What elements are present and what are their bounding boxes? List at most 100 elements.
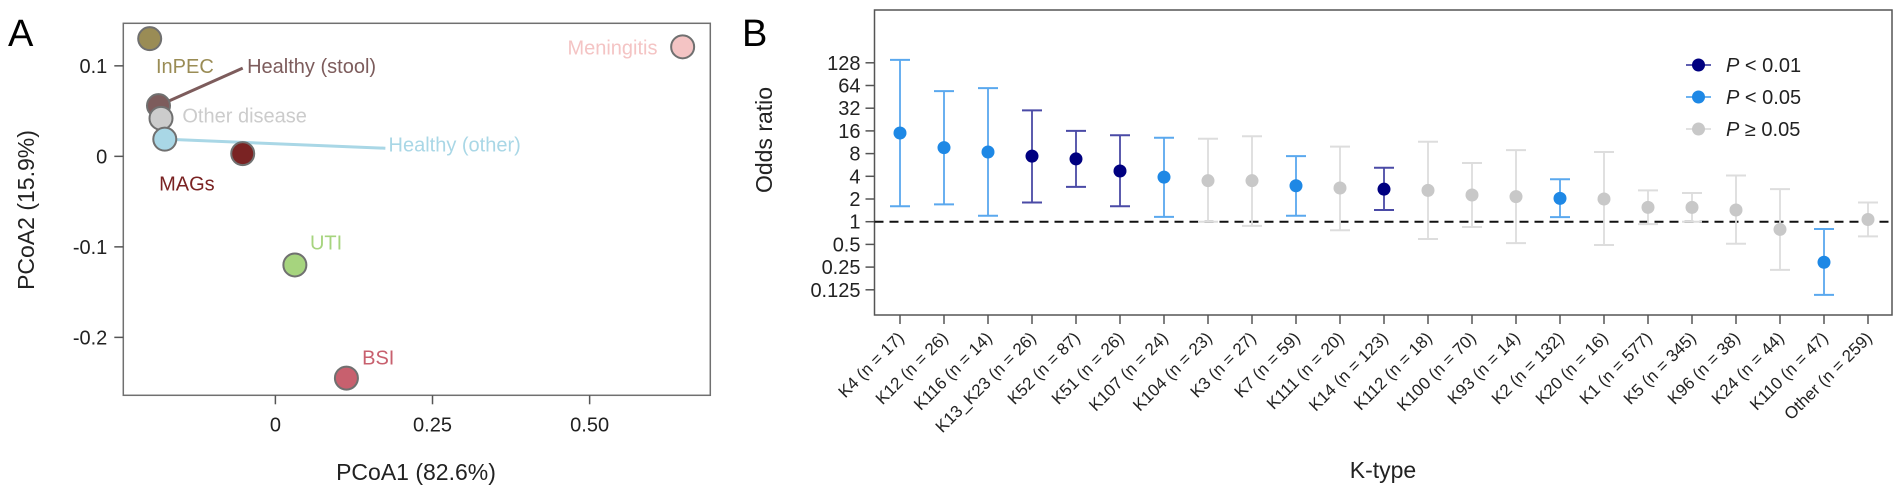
- y-tick-label: 32: [838, 98, 860, 120]
- odds-ratio-point: [1509, 190, 1523, 204]
- odds-ratio-point: [1773, 222, 1787, 236]
- errorbar-5: [1110, 134, 1130, 208]
- odds-plot-frame: [873, 9, 1893, 316]
- errorbar-8: [1242, 135, 1262, 227]
- point-healthy-other: [152, 126, 178, 152]
- errorbar-20: [1770, 188, 1790, 271]
- errorbar-16: [1594, 151, 1614, 247]
- point-uti: [282, 252, 308, 278]
- odds-ratio-point: [1289, 179, 1303, 193]
- errorbar-1: [934, 90, 954, 206]
- errorbar-12: [1418, 140, 1438, 240]
- odds-ratio-point: [1465, 188, 1479, 202]
- odds-x-axis-title: K-type: [1350, 457, 1416, 483]
- point-label: MAGs: [159, 174, 215, 196]
- odds-ratio-point: [1157, 170, 1171, 184]
- point-other-disease: [148, 105, 174, 131]
- odds-ratio-point: [1817, 255, 1831, 269]
- errorbar-18: [1682, 192, 1702, 223]
- errorbar-21: [1814, 228, 1834, 296]
- y-tick-label: 0.1: [79, 56, 107, 78]
- y-tick-label: 4: [849, 166, 860, 188]
- odds-ratio-point: [937, 141, 951, 155]
- odds-ratio-point: [981, 145, 995, 159]
- legend-item-p05: P < 0.05: [1686, 87, 1801, 109]
- errorbar-6: [1154, 136, 1174, 218]
- odds-ratio-point: [1333, 181, 1347, 195]
- point-bsi: [333, 365, 359, 391]
- odds-ratio-point: [1377, 182, 1391, 196]
- errorbar-9: [1286, 155, 1306, 217]
- y-tick-label: 128: [827, 53, 860, 75]
- point-mags: [230, 141, 256, 167]
- legend: P < 0.01 P < 0.05 P ≥ 0.05: [1686, 55, 1801, 141]
- odds-ratio-point: [1201, 174, 1215, 188]
- point-label: UTI: [310, 232, 342, 254]
- errorbar-17: [1638, 189, 1658, 226]
- odds-ratio-plot: Odds ratio K-type 12864321684210.50.250.…: [751, 9, 1893, 483]
- x-tick-label: 0.25: [413, 414, 452, 436]
- legend-label: P < 0.01: [1726, 55, 1801, 77]
- errorbar-2: [978, 87, 998, 217]
- odds-ratio-point: [1597, 192, 1611, 206]
- point-label: Healthy (stool): [247, 56, 376, 78]
- errorbar-11: [1374, 166, 1394, 211]
- y-tick-label: 8: [849, 144, 860, 166]
- point-label: InPEC: [156, 56, 214, 78]
- odds-ratio-point: [1421, 183, 1435, 197]
- odds-ratio-point: [1641, 200, 1655, 214]
- odds-ratio-point: [1861, 212, 1875, 226]
- legend-marker: [1692, 58, 1705, 72]
- point-label: BSI: [362, 347, 394, 369]
- errorbar-14: [1506, 149, 1526, 245]
- y-tick-label: 16: [838, 121, 860, 143]
- y-tick-label: 0.125: [810, 280, 860, 302]
- odds-ratio-point: [893, 126, 907, 140]
- legend-item-p01: P < 0.01: [1686, 55, 1801, 77]
- x-tick-label: 0: [270, 414, 281, 436]
- panel-label-a: A: [8, 13, 34, 55]
- legend-item-ns: P ≥ 0.05: [1686, 119, 1800, 141]
- x-tick-label: 0.50: [570, 414, 609, 436]
- point-label: Other disease: [182, 106, 307, 128]
- odds-ratio-point: [1553, 191, 1567, 205]
- odds-ratio-point: [1069, 152, 1083, 166]
- errorbar-22: [1858, 201, 1878, 238]
- odds-ratio-point: [1113, 164, 1127, 178]
- odds-ratio-point: [1025, 149, 1039, 163]
- odds-ratio-point: [1685, 200, 1699, 214]
- healthy-other-leader-line: [164, 137, 386, 150]
- errorbar-4: [1066, 129, 1086, 188]
- pcoa-y-axis-title: PCoA2 (15.9%): [13, 130, 39, 290]
- pcoa-plot-frame: [122, 22, 712, 397]
- errorbar-3: [1022, 109, 1042, 204]
- panel-label-b: B: [742, 13, 767, 55]
- point-label: Healthy (other): [389, 135, 521, 157]
- errorbar-0: [890, 58, 910, 208]
- healthy-stool-leader-line: [157, 66, 244, 108]
- y-tick-label: 2: [849, 189, 860, 211]
- y-tick-label: 0: [96, 146, 107, 168]
- errorbar-15: [1550, 178, 1570, 219]
- errorbar-7: [1198, 137, 1218, 223]
- y-tick-label: -0.2: [73, 327, 107, 349]
- odds-ratio-point: [1729, 203, 1743, 217]
- pcoa-x-axis-title: PCoA1 (82.6%): [336, 459, 496, 485]
- y-tick-label: 1: [849, 212, 860, 234]
- errorbar-10: [1330, 145, 1350, 232]
- y-tick-label: 64: [838, 76, 860, 98]
- errorbar-13: [1462, 162, 1482, 229]
- point-meningitis: [670, 34, 696, 60]
- odds-y-axis-title: Odds ratio: [751, 87, 777, 193]
- legend-marker: [1692, 122, 1705, 136]
- legend-label: P < 0.05: [1726, 87, 1801, 109]
- y-tick-label: 0.25: [822, 257, 861, 279]
- y-tick-label: -0.1: [73, 237, 107, 259]
- point-label: Meningitis: [567, 38, 657, 60]
- odds-ratio-point: [1245, 174, 1259, 188]
- y-tick-label: 0.5: [833, 234, 861, 256]
- legend-marker: [1692, 90, 1705, 104]
- legend-label: P ≥ 0.05: [1726, 119, 1800, 141]
- pcoa-plot: PCoA1 (82.6%) PCoA2 (15.9%) 0 0.25 0.50 0.1…: [13, 22, 712, 485]
